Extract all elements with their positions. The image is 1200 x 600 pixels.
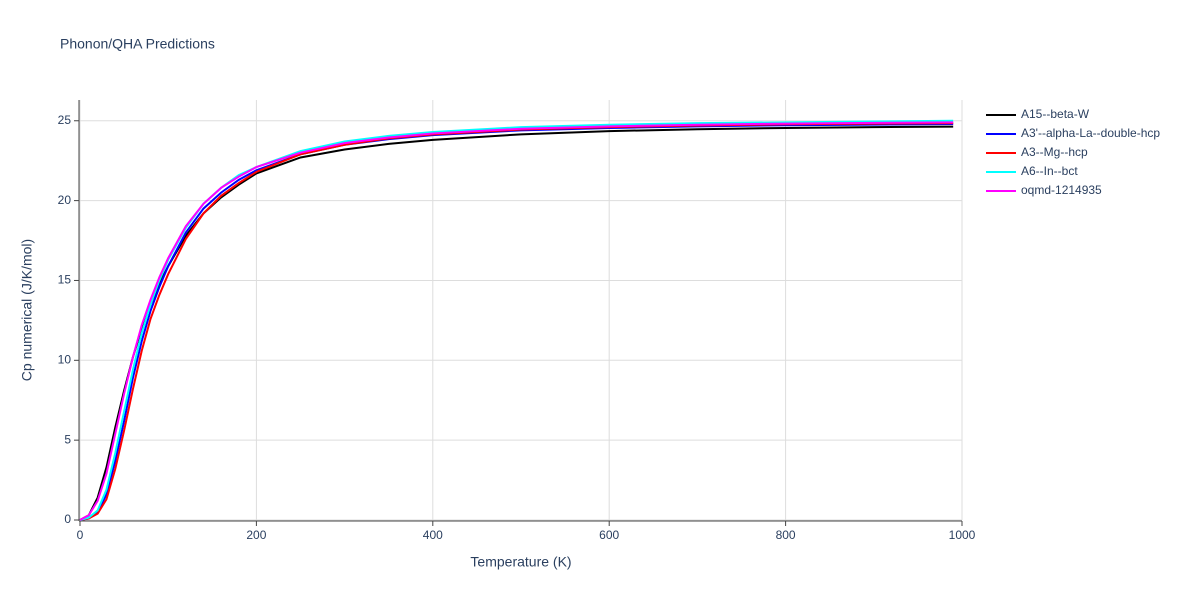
series-line (79, 122, 954, 521)
x-axis-title: Temperature (K) (470, 554, 571, 570)
x-tick-label: 1000 (949, 528, 976, 542)
legend-label: A15--beta-W (1021, 107, 1090, 121)
y-tick-label: 20 (58, 193, 72, 207)
x-tick-label: 800 (776, 528, 796, 542)
y-tick-label: 25 (58, 113, 72, 127)
legend-label: A3--Mg--hcp (1021, 145, 1088, 159)
x-tick-label: 400 (423, 528, 443, 542)
y-axis-title: Cp numerical (J/K/mol) (19, 239, 35, 381)
series-line (79, 125, 954, 521)
legend-label: A3'--alpha-La--double-hcp (1021, 126, 1160, 140)
series-line (79, 122, 954, 521)
x-tick-label: 600 (599, 528, 619, 542)
x-tick-label: 0 (77, 528, 84, 542)
series-line (79, 121, 954, 521)
y-tick-label: 10 (58, 352, 72, 366)
legend-label: oqmd-1214935 (1021, 183, 1102, 197)
y-tick-label: 15 (58, 273, 72, 287)
legend-label: A6--In--bct (1021, 164, 1078, 178)
y-tick-label: 0 (64, 512, 71, 526)
series-line (79, 119, 954, 521)
chart-title: Phonon/QHA Predictions (60, 36, 215, 52)
y-tick-label: 5 (64, 432, 71, 446)
x-tick-label: 200 (246, 528, 266, 542)
